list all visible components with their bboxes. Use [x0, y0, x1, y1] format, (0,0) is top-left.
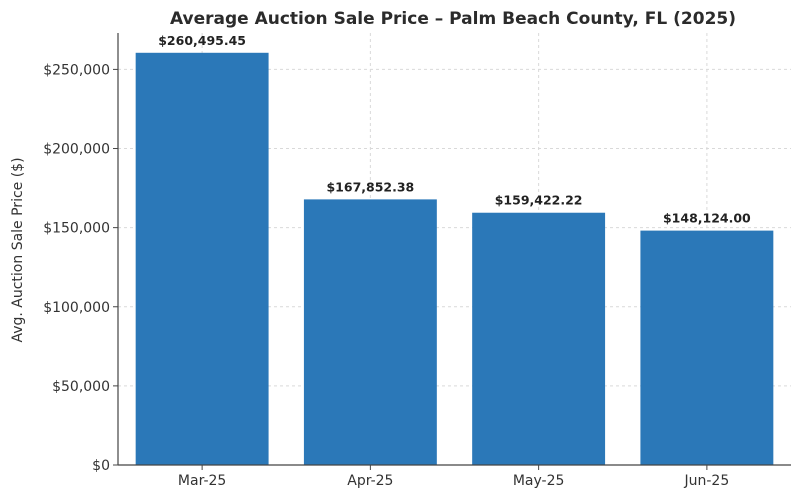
y-tick-label: $200,000 [43, 142, 110, 158]
chart-title: Average Auction Sale Price – Palm Beach … [170, 9, 736, 29]
bar-apr-25 [303, 199, 437, 465]
bar-jun-25 [640, 230, 774, 465]
data-label-mar-25: $260,495.45 [158, 33, 246, 48]
bars [135, 52, 774, 466]
data-labels: $260,495.45 $167,852.38 $159,422.22 $148,12… [158, 33, 751, 226]
x-tick-label: Apr-25 [347, 473, 393, 489]
y-tick-label: $0 [92, 458, 110, 474]
bar-mar-25 [135, 52, 269, 466]
axes: $0 $50,000 $100,000 $150,000 $200,000 $250,00… [43, 33, 791, 489]
y-tick-label: $150,000 [43, 221, 110, 237]
y-tick-label: $100,000 [43, 300, 110, 316]
x-tick-label: May-25 [513, 473, 565, 489]
data-label-may-25: $159,422.22 [495, 193, 583, 208]
x-tick-label: Mar-25 [178, 473, 226, 489]
data-label-jun-25: $148,124.00 [663, 211, 751, 226]
data-label-apr-25: $167,852.38 [326, 179, 414, 194]
y-axis-label: Avg. Auction Sale Price ($) [10, 157, 26, 342]
bar-may-25 [472, 212, 606, 465]
y-tick-label: $50,000 [52, 379, 110, 395]
x-tick-label: Jun-25 [684, 473, 730, 489]
y-tick-label: $250,000 [43, 62, 110, 78]
